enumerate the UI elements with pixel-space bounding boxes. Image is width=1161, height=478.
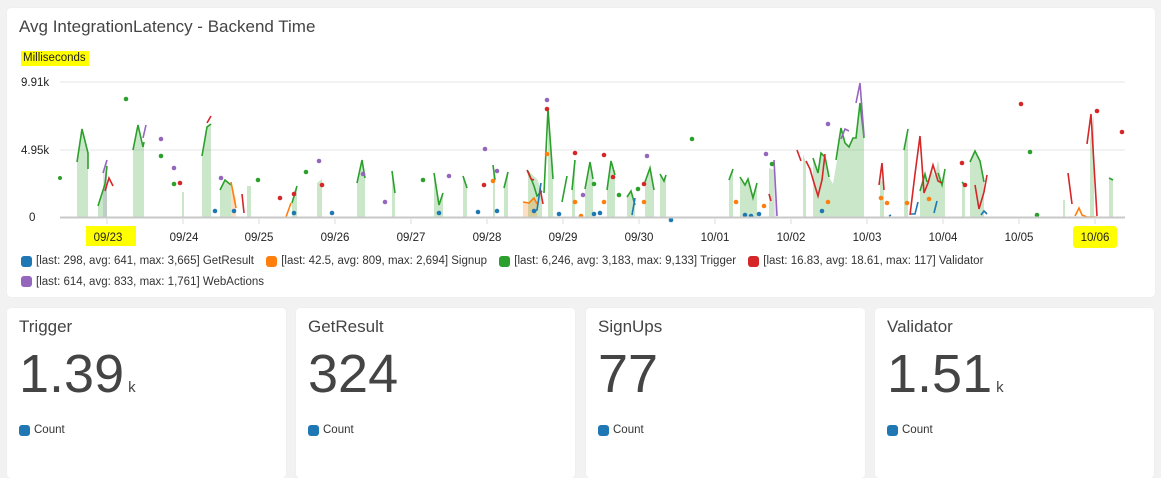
x-tick-label: 09/30 <box>625 232 654 244</box>
legend-item-trigger[interactable]: [last: 6,246, avg: 3,183, max: 9,133] Tr… <box>499 252 736 270</box>
legend-label: [last: 16.83, avg: 18.61, max: 117] Vali… <box>763 255 984 267</box>
legend-item-validator[interactable]: [last: 16.83, avg: 18.61, max: 117] Vali… <box>748 252 983 270</box>
x-tick-label: 09/26 <box>321 232 350 244</box>
y-axis-unit-label: Milliseconds <box>21 51 89 66</box>
card-title: GetResult <box>308 317 384 336</box>
card-legend: Count <box>598 424 644 436</box>
data-points <box>58 96 1125 223</box>
card-value-suffix: k <box>128 379 136 396</box>
legend-swatch-icon <box>308 424 319 436</box>
legend-swatch-icon <box>21 276 32 287</box>
x-tick-label: 10/03 <box>853 232 882 244</box>
legend-label: [last: 614, avg: 833, max: 1,761] WebAct… <box>36 275 265 288</box>
metric-card-trigger: Trigger 1.39 k Count <box>7 308 286 478</box>
card-value: 1.51 k <box>887 344 1004 418</box>
x-tick-label: 09/27 <box>397 232 426 244</box>
x-tick-label: 10/02 <box>777 232 806 244</box>
x-tick-label: 09/29 <box>549 232 578 244</box>
card-legend-label: Count <box>323 424 354 436</box>
metric-card-getresult: GetResult 324 Count <box>296 308 575 478</box>
legend-label: [last: 6,246, avg: 3,183, max: 9,133] Tr… <box>514 255 737 267</box>
card-value-suffix: k <box>996 379 1004 396</box>
x-tick-label: 10/06 <box>1081 232 1110 244</box>
card-legend-label: Count <box>902 424 933 436</box>
card-title: SignUps <box>598 317 663 336</box>
webactions-line <box>102 82 865 217</box>
y-tick-mid: 4.95k <box>21 145 49 157</box>
highlight-0923 <box>86 226 136 246</box>
signup-area <box>231 182 537 217</box>
legend-swatch-icon <box>19 424 30 436</box>
chart-legend: [last: 298, avg: 641, max: 3,665] GetRes… <box>21 252 1141 293</box>
legend-swatch-icon <box>748 255 760 267</box>
x-tick-label: 10/01 <box>701 232 730 244</box>
getresult-line <box>532 182 988 217</box>
x-tick-label: 10/05 <box>1005 232 1034 244</box>
card-value-number: 77 <box>598 344 659 404</box>
panel-title: Avg IntegrationLatency - Backend Time <box>19 17 316 36</box>
legend-swatch-icon <box>499 255 511 267</box>
card-value: 1.39 k <box>19 344 136 418</box>
metric-card-validator: Validator 1.51 k Count <box>875 308 1154 478</box>
card-value: 324 <box>308 344 402 418</box>
card-value-number: 324 <box>308 344 399 404</box>
card-legend-label: Count <box>34 424 65 436</box>
legend-label: [last: 298, avg: 641, max: 3,665] GetRes… <box>36 255 254 267</box>
card-legend: Count <box>19 424 65 436</box>
legend-item-getresult[interactable]: [last: 298, avg: 641, max: 3,665] GetRes… <box>21 252 254 270</box>
card-value-number: 1.51 <box>887 344 993 404</box>
legend-swatch-icon <box>266 255 278 267</box>
card-legend-label: Count <box>613 424 644 436</box>
validator-line <box>104 113 1098 217</box>
card-title: Validator <box>887 317 953 336</box>
legend-swatch-icon <box>887 424 898 436</box>
legend-item-signup[interactable]: [last: 42.5, avg: 809, max: 2,694] Signu… <box>266 252 487 270</box>
legend-label: [last: 42.5, avg: 809, max: 2,694] Signu… <box>281 255 488 267</box>
legend-swatch-icon <box>598 424 609 436</box>
x-tick-label: 09/25 <box>245 232 274 244</box>
latency-chart[interactable]: 9.91k 4.95k 0 <box>7 8 1155 248</box>
card-legend: Count <box>887 424 933 436</box>
card-legend: Count <box>308 424 354 436</box>
legend-swatch-icon <box>21 255 32 267</box>
x-tick-label: 09/28 <box>473 232 502 244</box>
x-tick-marks <box>106 219 1096 224</box>
card-value-number: 1.39 <box>19 344 125 404</box>
legend-item-webactions[interactable]: [last: 614, avg: 833, max: 1,761] WebAct… <box>21 273 264 291</box>
x-tick-label: 10/04 <box>929 232 958 244</box>
y-tick-top: 9.91k <box>21 77 49 89</box>
integration-latency-panel: Avg IntegrationLatency - Backend Time Mi… <box>7 8 1155 297</box>
highlight-1006 <box>1073 226 1117 248</box>
x-tick-label: 09/23 <box>94 232 123 244</box>
x-tick-label: 09/24 <box>170 232 199 244</box>
metric-card-signups: SignUps 77 Count <box>586 308 865 478</box>
trigger-line <box>76 102 1114 207</box>
card-title: Trigger <box>19 317 73 336</box>
y-tick-zero: 0 <box>29 212 35 224</box>
card-value: 77 <box>598 344 662 418</box>
